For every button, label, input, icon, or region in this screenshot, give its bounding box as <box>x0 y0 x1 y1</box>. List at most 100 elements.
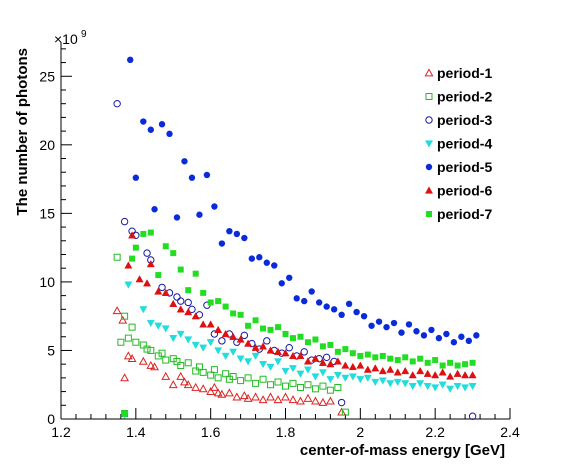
period-5-point <box>428 326 435 334</box>
legend-marker-period-7 <box>426 211 432 217</box>
period-6-point <box>408 371 417 379</box>
period-6-point <box>333 357 342 365</box>
period-2-point <box>210 366 218 374</box>
period-6-point <box>423 369 432 377</box>
period-3-point <box>218 337 226 345</box>
period-4-point <box>333 372 342 380</box>
period-6-point <box>296 351 305 360</box>
x-axis-title: center-of-mass energy [GeV] <box>300 442 505 459</box>
period-5-point <box>263 259 270 266</box>
period-7-point <box>402 354 409 361</box>
period-1-point <box>209 382 219 391</box>
period-4-point <box>318 369 327 377</box>
period-5-point <box>293 295 300 302</box>
period-2-point <box>244 374 252 382</box>
x-tick-label: 2 <box>356 424 364 440</box>
period-5-point <box>151 206 158 213</box>
period-5-point <box>226 227 233 235</box>
period-7-point <box>282 331 289 338</box>
period-2-point <box>173 357 181 365</box>
period-2-point <box>147 346 155 354</box>
period-7-point <box>432 357 439 364</box>
period-2-point <box>199 368 207 376</box>
period-5-point <box>398 329 405 336</box>
period-7-point <box>215 298 222 305</box>
period-4-point <box>393 378 402 387</box>
period-7-point <box>177 266 184 273</box>
period-4-point <box>423 382 432 391</box>
period-2-point <box>143 345 151 353</box>
period-4-point <box>378 377 387 385</box>
period-4-point <box>199 344 208 352</box>
period-2-point <box>222 370 230 378</box>
period-4-point <box>416 380 425 388</box>
period-5-point <box>140 118 147 125</box>
period-5-point <box>405 321 413 328</box>
period-6-point <box>303 357 312 365</box>
period-6-point <box>438 368 447 376</box>
period-4-point <box>259 361 268 369</box>
period-1-point <box>273 395 283 404</box>
period-5-series <box>127 56 480 346</box>
legend-label-period-1: period-1 <box>437 65 492 81</box>
period-7-point <box>304 339 311 346</box>
legend-marker-period-4 <box>424 140 434 148</box>
period-1-point <box>239 391 249 400</box>
period-5-point <box>330 306 338 313</box>
x-tick-label: 2.4 <box>500 424 520 440</box>
period-2-point <box>158 349 166 357</box>
period-6-series <box>124 231 477 380</box>
period-2-point <box>282 382 289 390</box>
period-2-point <box>113 253 121 261</box>
period-4-point <box>356 376 365 384</box>
y-tick-label: 5 <box>47 342 55 358</box>
period-1-point <box>123 351 133 360</box>
period-6-point <box>199 320 208 328</box>
legend-label-period-6: period-6 <box>437 183 492 199</box>
period-5-point <box>450 339 458 346</box>
period-5-point <box>211 203 218 210</box>
period-4-point <box>161 325 170 333</box>
period-6-point <box>431 371 440 379</box>
period-3-point <box>184 298 192 307</box>
period-6-point <box>154 287 163 295</box>
legend-label-period-3: period-3 <box>437 112 492 128</box>
period-3-point <box>173 293 181 301</box>
period-2-point <box>177 362 185 370</box>
x-tick-label: 1.8 <box>276 424 296 440</box>
period-4-point <box>251 352 260 361</box>
period-5-point <box>315 299 323 306</box>
y-tick-label: 15 <box>39 205 55 221</box>
period-6-point <box>266 346 275 354</box>
period-4-point <box>146 319 155 328</box>
period-1-point <box>168 380 178 389</box>
period-5-point <box>435 334 443 342</box>
period-7-point <box>349 350 356 357</box>
period-3-point <box>113 99 121 108</box>
period-6-point <box>281 349 290 357</box>
period-5-point <box>323 303 330 310</box>
period-2-point <box>132 338 140 346</box>
legend-marker-period-5 <box>425 163 433 171</box>
period-5-point <box>188 174 196 181</box>
period-4-point <box>273 358 283 366</box>
legend-label-period-5: period-5 <box>437 159 492 175</box>
period-5-point <box>286 274 293 281</box>
period-1-point <box>296 396 305 405</box>
period-1-point <box>310 396 320 405</box>
period-6-point <box>341 361 350 369</box>
period-3-point <box>120 217 129 226</box>
period-4-point <box>326 376 335 384</box>
period-2-point <box>334 383 342 391</box>
period-7-point <box>409 358 416 365</box>
period-5-point <box>353 308 360 316</box>
period-1-point <box>191 382 201 391</box>
period-4-point <box>214 347 223 355</box>
period-6-point <box>251 343 260 351</box>
period-5-point <box>345 300 353 308</box>
period-1-point <box>325 396 335 405</box>
period-1-point <box>127 354 137 363</box>
period-6-point <box>191 312 200 320</box>
period-4-point <box>296 370 305 378</box>
period-2-point <box>274 378 282 386</box>
